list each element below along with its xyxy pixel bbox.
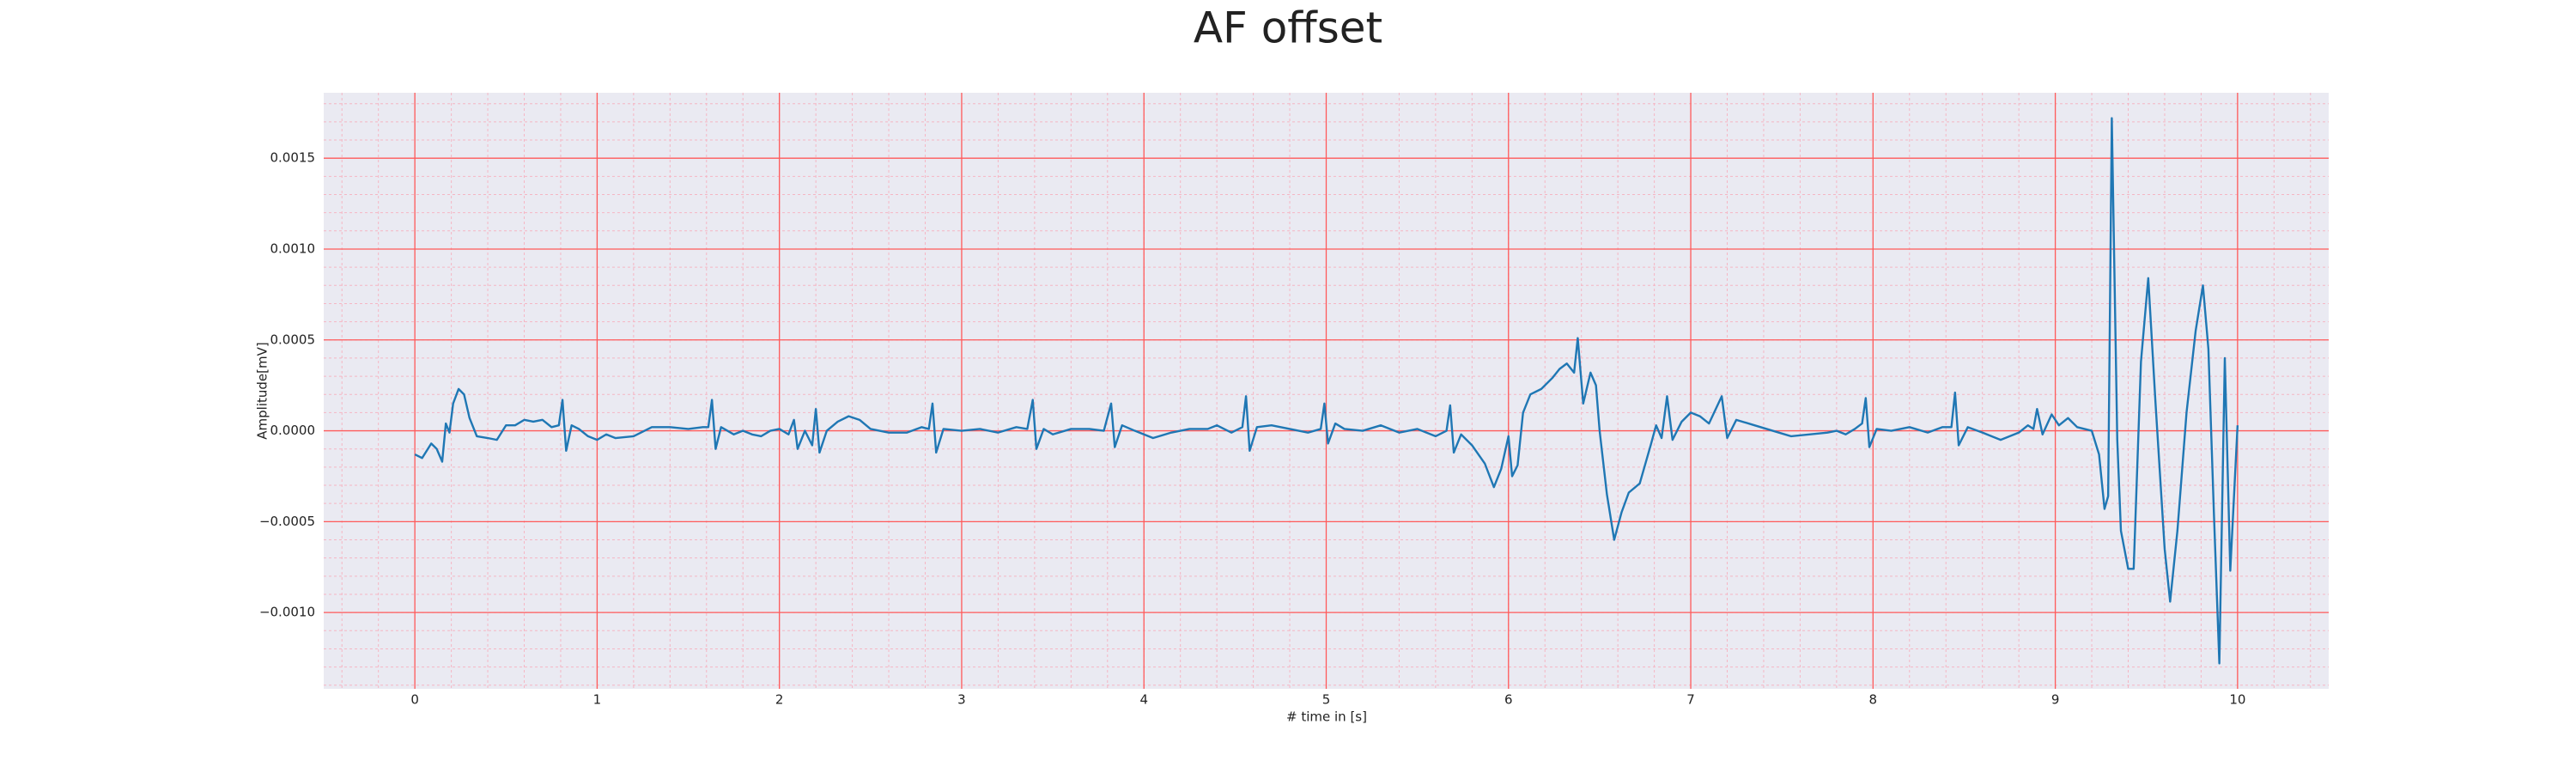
y-tick-label: 0.0000 <box>270 423 316 438</box>
signal-line <box>414 117 2239 665</box>
chart-title: AF offset <box>1194 3 1382 53</box>
x-tick-label: 3 <box>957 692 966 708</box>
x-tick-label: 6 <box>1504 692 1513 708</box>
x-tick-label: 4 <box>1139 692 1148 708</box>
y-axis-label: Amplitude[mV] <box>255 342 270 439</box>
x-tick-label: 8 <box>1869 692 1878 708</box>
x-tick-label: 1 <box>593 692 602 708</box>
y-tick-label: 0.0010 <box>270 240 316 256</box>
y-tick-label: 0.0015 <box>270 150 316 166</box>
y-tick-label: −0.0005 <box>259 514 315 529</box>
x-tick-label: 7 <box>1686 692 1695 708</box>
x-tick-label: 10 <box>2229 692 2245 708</box>
x-tick-label: 2 <box>775 692 784 708</box>
x-tick-label: 5 <box>1322 692 1331 708</box>
x-axis-label: # time in [s] <box>1286 709 1367 725</box>
y-tick-label: −0.0010 <box>259 605 315 620</box>
y-tick-label: 0.0005 <box>270 332 316 347</box>
x-tick-label: 0 <box>410 692 419 708</box>
x-tick-label: 9 <box>2051 692 2060 708</box>
